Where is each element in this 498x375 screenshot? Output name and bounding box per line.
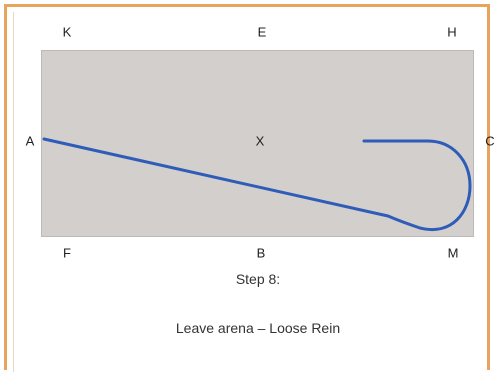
step-title: Step 8: <box>235 271 281 287</box>
marker-f: F <box>63 245 71 261</box>
frame-inner-rule <box>13 12 14 372</box>
marker-k: K <box>62 24 72 40</box>
step-caption: Leave arena – Loose Rein <box>175 320 341 336</box>
marker-m: M <box>447 245 459 261</box>
marker-a: A <box>25 133 35 149</box>
marker-b: B <box>256 245 266 261</box>
marker-c: C <box>485 133 495 149</box>
marker-x: X <box>255 133 265 149</box>
marker-e: E <box>257 24 267 40</box>
marker-h: H <box>447 24 457 40</box>
